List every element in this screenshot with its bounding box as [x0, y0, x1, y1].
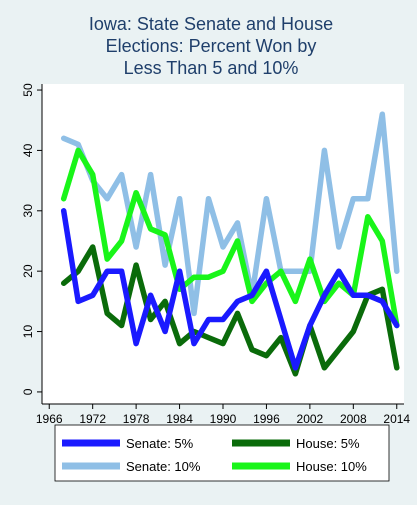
x-tick-label-2002: 2002	[297, 412, 324, 426]
x-tick-label-1978: 1978	[123, 412, 150, 426]
y-tick-label-0: 0	[21, 388, 35, 395]
series-line-house-10	[60, 147, 400, 329]
axes: 0 10 20 30 40 50 1966 1972 1978 1984 1990 1996 2002 2…	[21, 83, 410, 426]
y-tick-label-10: 10	[21, 325, 35, 339]
y-tick-label-50: 50	[21, 83, 35, 97]
x-tick-label-2008: 2008	[340, 412, 367, 426]
series-line-senate-10	[60, 111, 400, 317]
x-tick-label-1966: 1966	[36, 412, 63, 426]
legend-label-house-5: House: 5%	[296, 436, 360, 451]
chart-title-line-3: Less Than 5 and 10%	[124, 58, 299, 78]
legend-box	[54, 424, 390, 482]
legend: Senate: 5% House: 5% Senate: 10% House: …	[54, 424, 390, 482]
y-tick-label-30: 30	[21, 204, 35, 218]
x-tick-label-1972: 1972	[79, 412, 106, 426]
x-tick-label-1984: 1984	[166, 412, 193, 426]
legend-label-house-10: House: 10%	[296, 459, 367, 474]
series-line-senate-5	[60, 208, 400, 371]
legend-label-senate-10: Senate: 10%	[126, 459, 201, 474]
chart-title-line-2: Elections: Percent Won by	[106, 36, 317, 56]
x-tick-label-1996: 1996	[253, 412, 280, 426]
chart-title-line-1: Iowa: State Senate and House	[89, 14, 333, 34]
y-tick-label-40: 40	[21, 143, 35, 157]
x-tick-label-1990: 1990	[210, 412, 237, 426]
y-tick-label-20: 20	[21, 264, 35, 278]
series-line-house-5	[60, 244, 400, 377]
legend-label-senate-5: Senate: 5%	[126, 436, 194, 451]
series-lines	[60, 111, 400, 377]
x-tick-label-2014: 2014	[383, 412, 410, 426]
